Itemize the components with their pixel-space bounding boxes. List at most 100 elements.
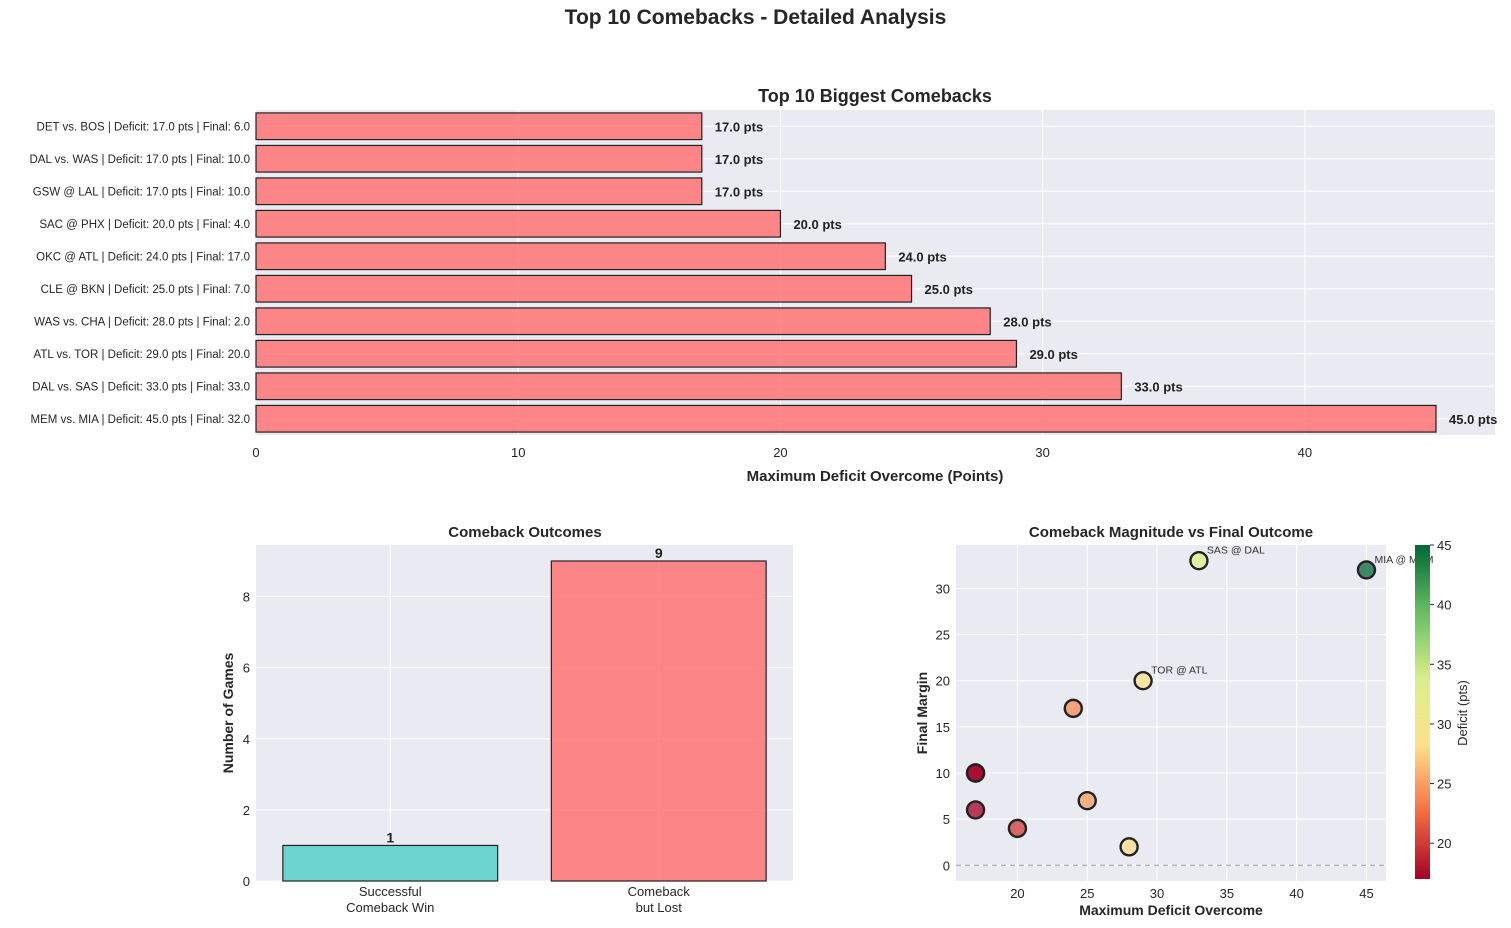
top-chart-category-label: DET vs. BOS | Deficit: 17.0 pts | Final:… bbox=[37, 121, 250, 133]
scatter-y-tick-label: 5 bbox=[943, 812, 950, 827]
deficit-colorbar: 20 25 30 35 40 45 Deficit (pts) bbox=[1415, 538, 1470, 879]
scatter-y-tick-label: 25 bbox=[936, 628, 950, 643]
outcomes-y-axis-label: Number of Games bbox=[220, 652, 236, 773]
outcomes-bar bbox=[282, 844, 499, 882]
top-chart-data-label: 20.0 pts bbox=[793, 217, 841, 232]
top-chart-bars bbox=[255, 112, 1437, 433]
colorbar-tick-label: 40 bbox=[1437, 598, 1451, 613]
colorbar-tick-label: 45 bbox=[1437, 538, 1451, 553]
colorbar-tick-label: 30 bbox=[1437, 717, 1451, 732]
top-chart-bar bbox=[255, 274, 913, 303]
scatter-y-tick-label: 15 bbox=[936, 720, 950, 735]
outcomes-data-labels: 19 bbox=[386, 545, 663, 845]
top-chart-x-tick-label: 10 bbox=[511, 445, 525, 460]
outcomes-category-labels: Successful Comeback Win Comeback but Lost bbox=[346, 884, 690, 915]
top-chart-data-label: 25.0 pts bbox=[925, 282, 973, 297]
scatter-point bbox=[1119, 837, 1139, 857]
colorbar-tick-label: 35 bbox=[1437, 657, 1451, 672]
outcomes-category-label: Comeback but Lost bbox=[628, 884, 691, 915]
outcomes-data-label: 1 bbox=[386, 829, 394, 845]
top-chart-x-tick-label: 20 bbox=[773, 445, 787, 460]
top-chart-x-axis-label: Maximum Deficit Overcome (Points) bbox=[747, 468, 1004, 485]
scatter-y-axis-label: Final Margin bbox=[914, 672, 930, 754]
outcomes-title: Comeback Outcomes bbox=[448, 524, 601, 541]
top-chart-bar bbox=[255, 177, 703, 206]
scatter-y-tick-label: 30 bbox=[936, 581, 950, 596]
scatter-x-tick-label: 40 bbox=[1289, 886, 1303, 901]
scatter-point bbox=[965, 763, 986, 783]
colorbar-tick-label: 25 bbox=[1437, 777, 1451, 792]
scatter-plot-area bbox=[956, 545, 1386, 881]
colorbar-tick-label: 20 bbox=[1437, 836, 1451, 851]
top-chart-data-label: 28.0 pts bbox=[1003, 314, 1051, 329]
scatter-y-tick-label: 0 bbox=[943, 858, 950, 873]
scatter-x-tick-label: 35 bbox=[1220, 886, 1234, 901]
outcomes-category-label: Successful Comeback Win bbox=[346, 884, 434, 915]
scatter-title: Comeback Magnitude vs Final Outcome bbox=[1029, 524, 1313, 541]
top-chart-category-label: DAL vs. SAS | Deficit: 33.0 pts | Final:… bbox=[32, 381, 250, 393]
top-chart-data-labels: 17.0 pts 17.0 pts 17.0 pts 20.0 pts 24.0 pts… bbox=[715, 119, 1498, 427]
top-chart-bar bbox=[255, 339, 1018, 368]
outcomes-y-tick-label: 8 bbox=[243, 590, 250, 605]
top-chart-title: Top 10 Biggest Comebacks bbox=[758, 86, 992, 106]
scatter-x-tick-label: 20 bbox=[1010, 886, 1024, 901]
top-chart-data-label: 17.0 pts bbox=[715, 119, 763, 134]
top-chart-x-tick-label: 40 bbox=[1298, 445, 1312, 460]
outcomes-data-label: 9 bbox=[655, 545, 663, 561]
scatter-x-axis-label: Maximum Deficit Overcome bbox=[1079, 902, 1263, 918]
scatter-x-ticks: 20 25 30 35 40 45 bbox=[1010, 886, 1373, 901]
top-chart-category-labels: DET vs. BOS | Deficit: 17.0 pts | Final:… bbox=[29, 121, 250, 426]
top-chart-category-label: GSW @ LAL | Deficit: 17.0 pts | Final: 1… bbox=[33, 186, 250, 198]
top-chart-bar bbox=[255, 144, 703, 173]
outcomes-y-ticks: 0 2 4 6 8 bbox=[243, 590, 250, 889]
scatter-x-tick-label: 25 bbox=[1080, 886, 1094, 901]
scatter-point bbox=[1077, 790, 1097, 811]
top-chart-x-ticks: 0 10 20 30 40 bbox=[252, 445, 1312, 460]
scatter-point bbox=[1189, 550, 1209, 571]
top-chart-bar bbox=[255, 112, 703, 141]
top-chart-data-label: 24.0 pts bbox=[898, 249, 946, 264]
scatter-y-tick-label: 20 bbox=[936, 674, 950, 689]
top-chart-category-label: WAS vs. CHA | Deficit: 28.0 pts | Final:… bbox=[34, 316, 250, 328]
top-chart-category-label: SAC @ PHX | Deficit: 20.0 pts | Final: 4… bbox=[39, 219, 250, 231]
top-chart-data-label: 29.0 pts bbox=[1029, 347, 1077, 362]
scatter-point bbox=[1007, 818, 1028, 839]
top-chart-data-label: 45.0 pts bbox=[1449, 412, 1497, 427]
colorbar-label: Deficit (pts) bbox=[1455, 680, 1470, 746]
colorbar-gradient bbox=[1415, 545, 1430, 879]
scatter-point bbox=[965, 800, 986, 820]
figure-title: Top 10 Comebacks - Detailed Analysis bbox=[564, 6, 947, 29]
top-chart-x-tick-label: 30 bbox=[1035, 445, 1049, 460]
top-chart-bar bbox=[255, 242, 886, 271]
outcomes-y-tick-label: 2 bbox=[243, 803, 250, 818]
outcomes-y-tick-label: 4 bbox=[243, 732, 250, 747]
scatter-x-tick-label: 45 bbox=[1359, 886, 1373, 901]
top-chart-bar bbox=[255, 404, 1437, 433]
outcomes-bar bbox=[550, 560, 767, 882]
scatter-y-ticks: 0 5 10 15 20 25 30 bbox=[936, 581, 950, 873]
colorbar-ticks: 20 25 30 35 40 45 bbox=[1430, 538, 1451, 851]
scatter-points bbox=[965, 550, 1377, 857]
scatter-x-tick-label: 30 bbox=[1150, 886, 1164, 901]
scatter-y-tick-label: 10 bbox=[936, 766, 950, 781]
top-chart-bar bbox=[255, 372, 1122, 401]
top-chart-data-label: 33.0 pts bbox=[1134, 379, 1182, 394]
top-chart-data-label: 17.0 pts bbox=[715, 184, 763, 199]
outcomes-y-tick-label: 0 bbox=[243, 874, 250, 889]
scatter-point bbox=[1356, 560, 1377, 580]
top-chart-bar bbox=[255, 307, 991, 336]
top-chart-bar bbox=[255, 209, 782, 238]
scatter-point-annotation: TOR @ ATL bbox=[1151, 665, 1208, 677]
top-chart-data-label: 17.0 pts bbox=[715, 152, 763, 167]
top-chart-x-tick-label: 0 bbox=[252, 445, 259, 460]
scatter-point bbox=[1133, 670, 1153, 691]
scatter-point bbox=[1063, 698, 1083, 719]
top-chart-category-label: OKC @ ATL | Deficit: 24.0 pts | Final: 1… bbox=[36, 251, 250, 263]
top-chart-category-label: ATL vs. TOR | Deficit: 29.0 pts | Final:… bbox=[34, 349, 250, 361]
outcomes-bars bbox=[282, 560, 767, 882]
top-chart-category-label: DAL vs. WAS | Deficit: 17.0 pts | Final:… bbox=[29, 154, 250, 166]
